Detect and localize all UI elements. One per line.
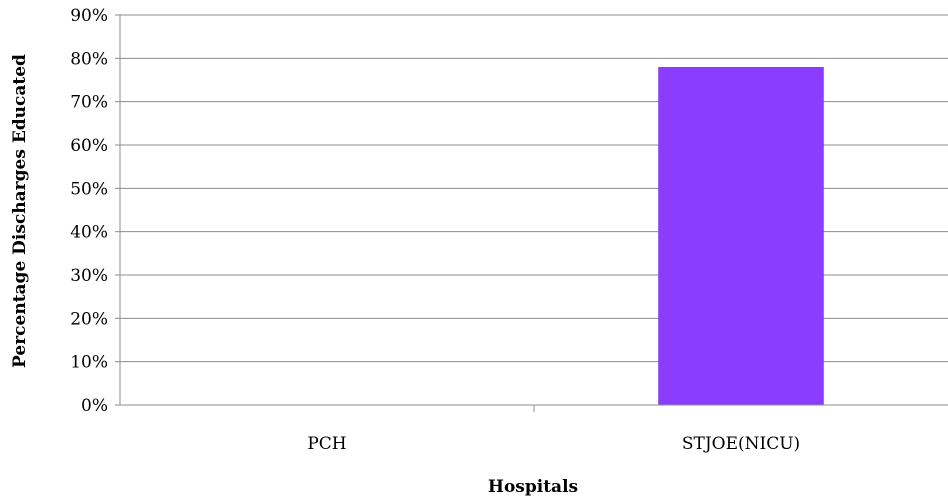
bar: [658, 67, 824, 405]
axes: [115, 14, 948, 412]
y-axis-title: Percentage Discharges Educated: [10, 54, 30, 368]
x-axis-title: Hospitals: [488, 477, 578, 497]
x-tick-label: PCH: [307, 434, 346, 454]
y-tick-label: 20%: [70, 309, 108, 329]
y-tick-label: 60%: [70, 136, 108, 156]
y-tick-label: 30%: [70, 266, 108, 286]
bars: [658, 67, 824, 405]
x-tick-label: STJOE(NICU): [682, 434, 800, 454]
y-tick-label: 90%: [70, 6, 108, 26]
y-tick-label: 50%: [70, 179, 108, 199]
gridlines: [120, 14, 948, 363]
y-tick-label: 80%: [70, 49, 108, 69]
y-tick-label: 0%: [81, 396, 108, 416]
y-tick-label: 10%: [70, 353, 108, 373]
tick-labels: 0% 10% 20% 30% 40% 50% 60% 70% 80% 90% PCH STJOE(NI…: [70, 6, 800, 454]
y-tick-label: 70%: [70, 93, 108, 113]
y-tick-label: 40%: [70, 223, 108, 243]
